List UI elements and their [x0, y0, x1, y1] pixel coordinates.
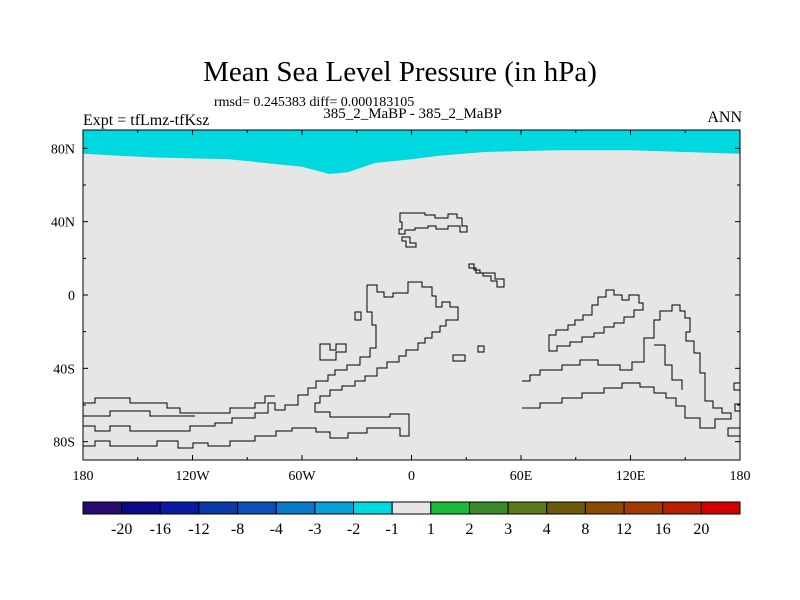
- x-tick-label: 60E: [510, 469, 533, 484]
- coastline-africa: [83, 281, 459, 449]
- colorbar-swatch: [662, 501, 702, 515]
- y-tick-label: 0: [68, 289, 75, 304]
- coastline-east-edge: [734, 403, 740, 412]
- colorbar-swatch: [584, 501, 625, 515]
- colorbar-label: 12: [616, 521, 632, 538]
- y-tick-label: 80N: [51, 142, 75, 157]
- colorbar-swatch: [159, 501, 200, 515]
- colorbar-label: 4: [543, 521, 551, 538]
- experiment-label: Expt = tfLmz-tfKsz: [83, 112, 210, 129]
- season-label: ANN: [707, 109, 742, 126]
- colorbar-label: -1: [386, 521, 399, 538]
- x-axis: 180 120W 60W 0 60E 120E 180: [73, 130, 751, 484]
- coastline-island-small: [477, 345, 485, 353]
- coastline-middle-east: [468, 263, 505, 288]
- colorbar-swatch: [700, 501, 741, 515]
- colorbar-swatch: [391, 501, 432, 515]
- coastline-south-west: [83, 395, 275, 414]
- colorbar: -20 -16 -12 -8 -4 -3 -2 -1 1 2 3 4 8 12 16 20: [82, 501, 741, 538]
- stats-text: rmsd= 0.245383 diff= 0.000183105: [214, 95, 415, 110]
- colorbar-label: -16: [150, 521, 171, 538]
- colorbar-label: 2: [465, 521, 473, 538]
- chart-title: Mean Sea Level Pressure (in hPa): [203, 56, 597, 88]
- colorbar-swatch: [623, 501, 664, 515]
- coastline-africa-north: [83, 285, 377, 432]
- colorbar-swatch: [275, 501, 316, 515]
- colorbar-label: -8: [231, 521, 244, 538]
- coastline-eurasia: [398, 212, 468, 235]
- coastline-island-small: [319, 343, 347, 361]
- coastline-australia-inner: [654, 344, 683, 390]
- colorbar-label: 20: [693, 521, 709, 538]
- contour-fill-region: [83, 130, 740, 174]
- colorbar-swatch: [82, 501, 123, 515]
- colorbar-label: 16: [655, 521, 671, 538]
- x-tick-label: 180: [730, 469, 751, 484]
- y-axis: 80N 40N 0 40S 80S: [51, 142, 740, 451]
- colorbar-swatch: [546, 501, 586, 515]
- coastline-island-small: [452, 354, 466, 362]
- colorbar-label: 1: [427, 521, 435, 538]
- coastline-island-small: [354, 311, 362, 321]
- coastline-asia-pacific: [548, 289, 644, 352]
- plot-background: [83, 130, 740, 460]
- colorbar-label: 8: [581, 521, 589, 538]
- colorbar-swatch: [468, 501, 509, 515]
- x-tick-label: 60W: [288, 469, 316, 484]
- colorbar-swatch: [121, 501, 161, 515]
- colorbar-label: 3: [504, 521, 512, 538]
- x-tick-label: 120W: [175, 469, 210, 484]
- x-tick-label: 120E: [616, 469, 646, 484]
- colorbar-label: -4: [270, 521, 283, 538]
- colorbar-label: -12: [188, 521, 209, 538]
- colorbar-swatch: [353, 501, 393, 515]
- y-tick-label: 80S: [53, 436, 75, 451]
- colorbar-swatch: [237, 501, 277, 515]
- colorbar-swatch: [507, 501, 548, 515]
- coastlines: [83, 212, 741, 449]
- colorbar-label: -2: [347, 521, 360, 538]
- coastline-east-edge2: [727, 427, 740, 437]
- colorbar-label: -3: [308, 521, 321, 538]
- y-tick-label: 40N: [51, 216, 75, 231]
- x-tick-label: 180: [73, 469, 94, 484]
- y-tick-label: 40S: [53, 362, 75, 377]
- coastline-island: [401, 236, 417, 248]
- colorbar-swatch: [430, 501, 470, 515]
- x-tick-label: 0: [408, 469, 415, 484]
- coastline-australia: [522, 304, 732, 429]
- case-label: 385_2_MaBP - 385_2_MaBP: [323, 106, 502, 122]
- coastline-south-west2: [83, 410, 195, 417]
- colorbar-label: -20: [111, 521, 132, 538]
- contour-fill-layer: [83, 130, 740, 174]
- colorbar-swatch: [314, 501, 355, 515]
- colorbar-swatch: [198, 501, 239, 515]
